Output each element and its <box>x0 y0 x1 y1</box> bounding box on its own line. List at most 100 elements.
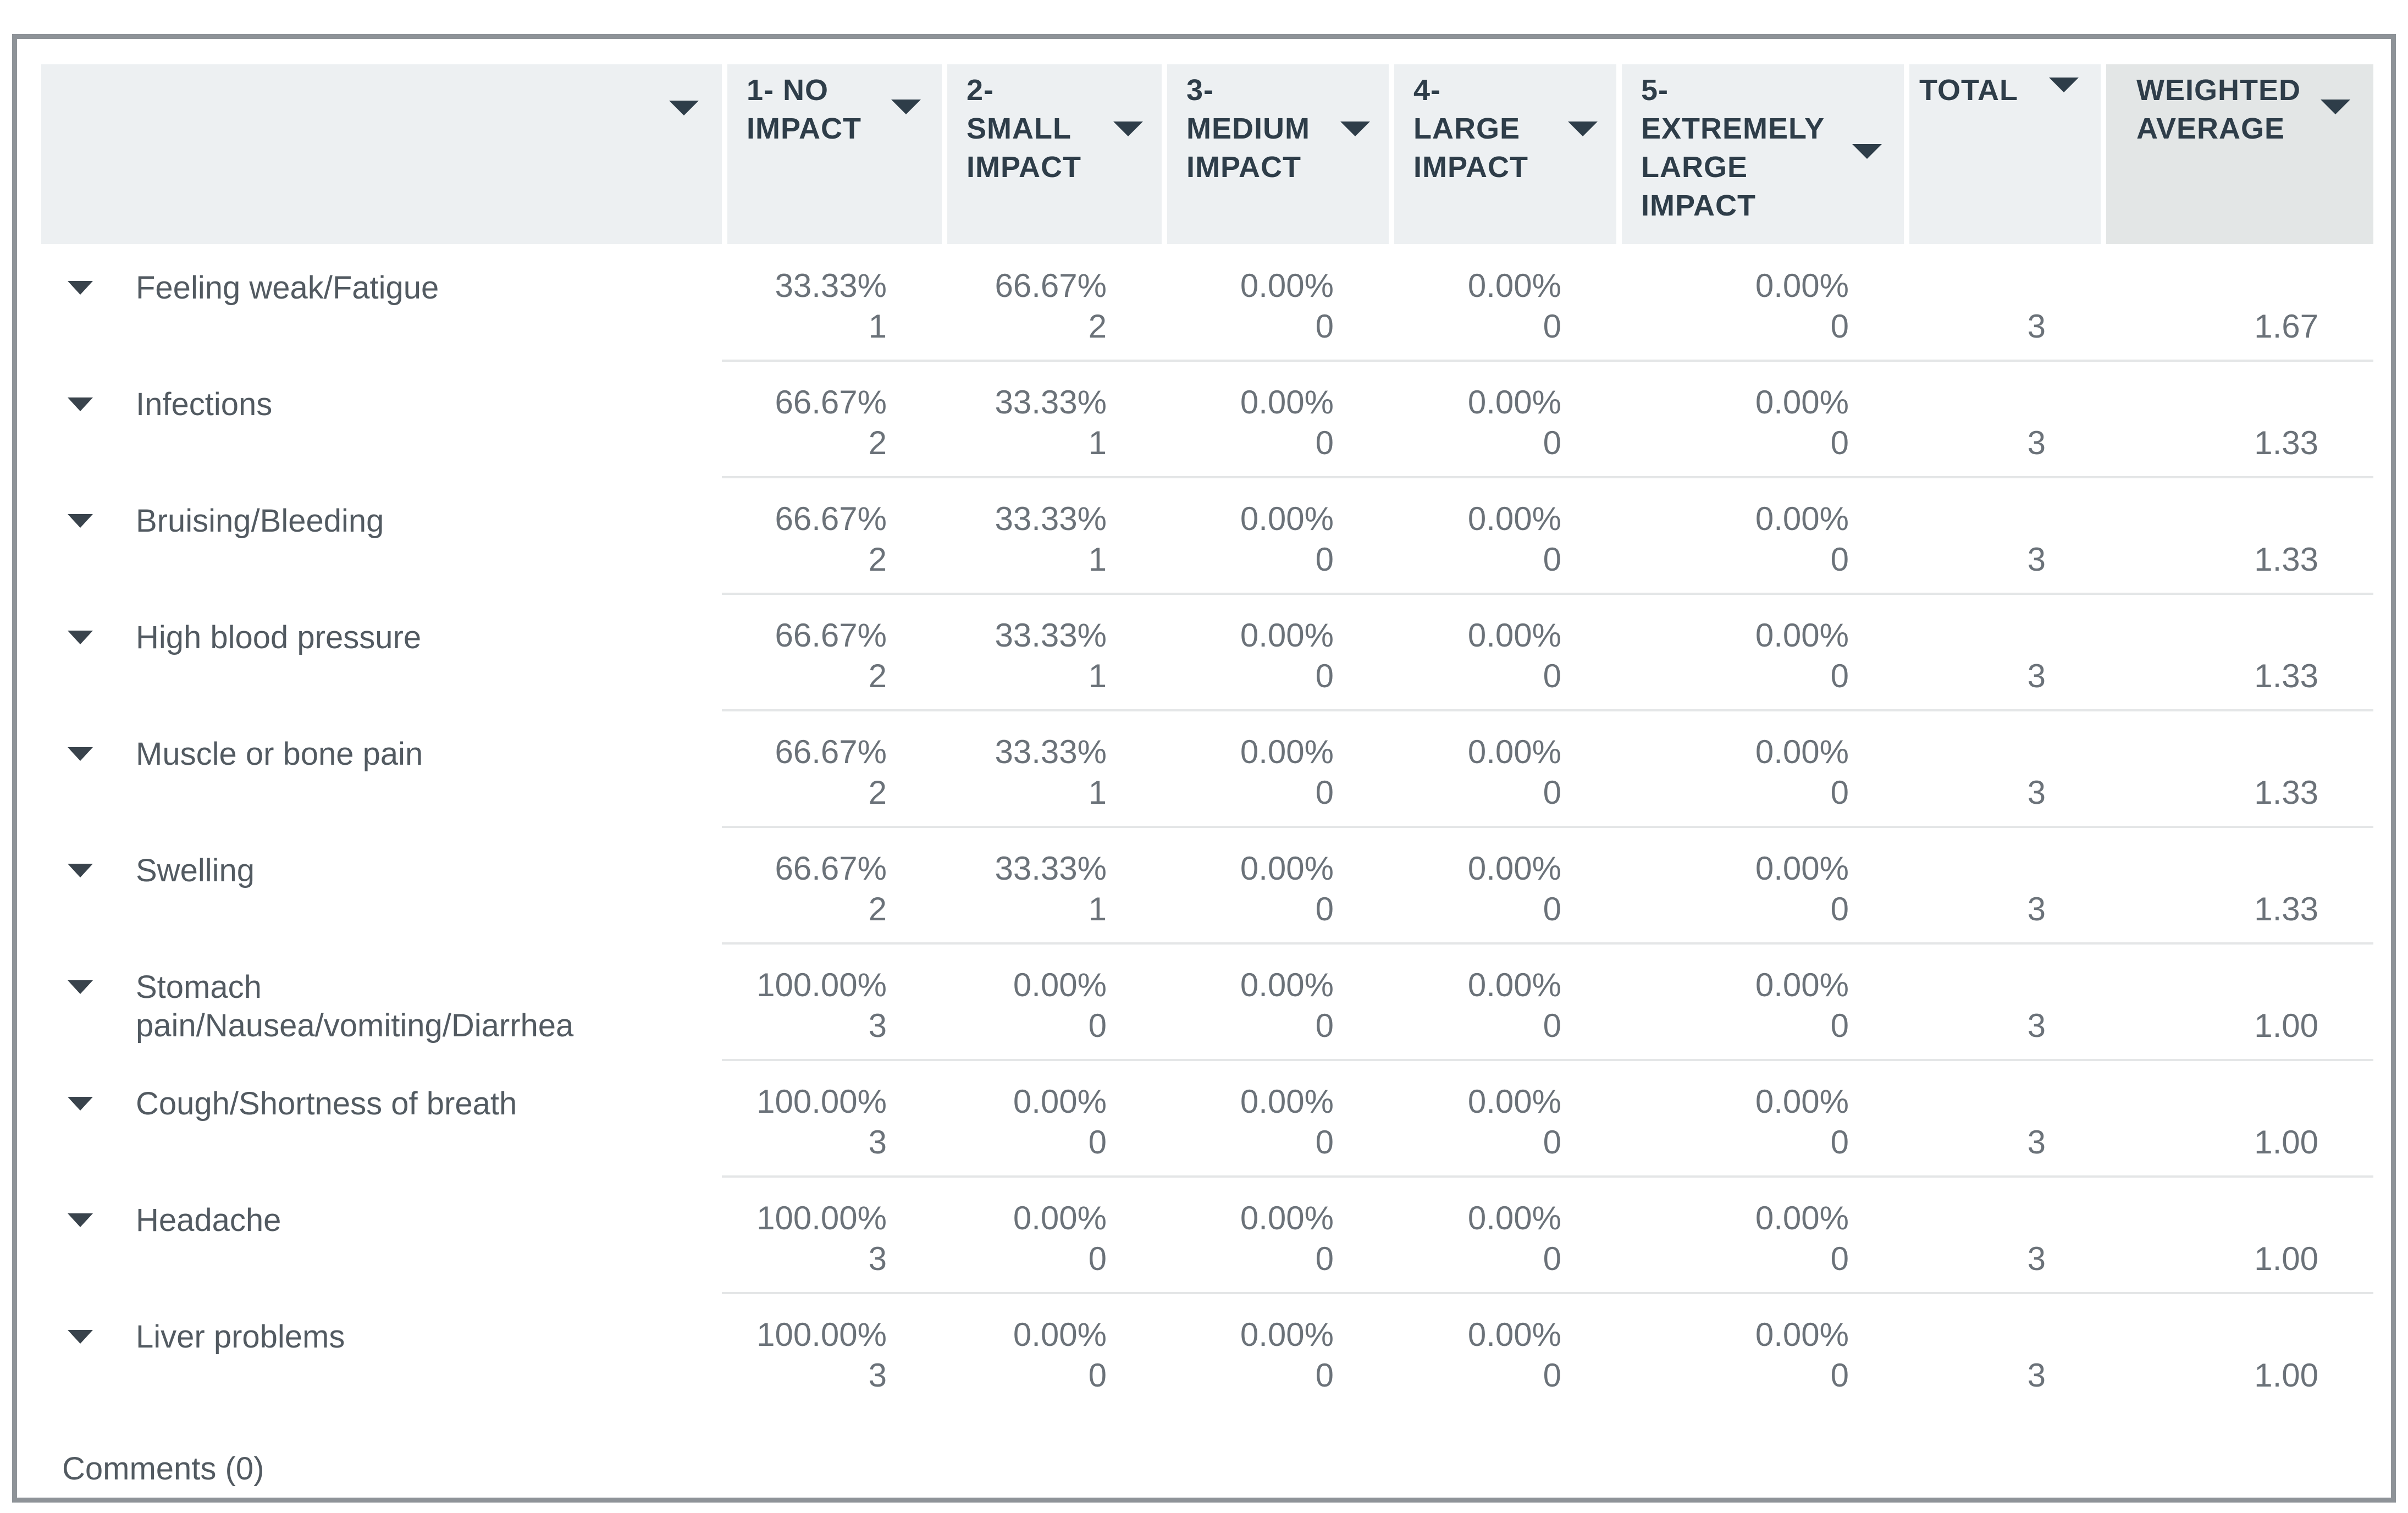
row-label: High blood pressure <box>136 620 422 655</box>
total-value: 3 <box>2027 308 2046 345</box>
count-value: 0 <box>1830 774 1849 811</box>
row-expander-icon[interactable] <box>68 747 93 761</box>
row-header-cell: Stomach pain/Nausea/vomiting/Diarrhea <box>41 968 722 1068</box>
column-header-label: 5- EXTREMELY LARGE IMPACT <box>1641 74 1825 222</box>
row-expander-icon[interactable] <box>68 631 93 644</box>
column-header-label: 3- MEDIUM IMPACT <box>1186 74 1310 184</box>
table-row: Muscle or bone pain 66.67% 2 33.33% 1 0.… <box>41 719 2373 835</box>
count-value: 2 <box>868 774 887 811</box>
percent-value: 33.33% <box>995 617 1107 654</box>
row-expander-icon[interactable] <box>68 980 93 994</box>
percent-value: 33.33% <box>995 384 1107 421</box>
row-expander-icon[interactable] <box>68 1330 93 1344</box>
count-value: 0 <box>1315 658 1334 694</box>
impact-cell-3-medium-impact: 0.00% 0 <box>1162 852 1389 952</box>
row-label: Liver problems <box>136 1319 345 1355</box>
row-label: Muscle or bone pain <box>136 736 423 772</box>
row-expander-icon[interactable] <box>68 397 93 411</box>
weighted-average-cell: 1.00 <box>2101 1318 2373 1418</box>
count-value: 0 <box>1315 1357 1334 1394</box>
row-label: Stomach pain/Nausea/vomiting/Diarrhea <box>136 969 574 1043</box>
row-header-cell: Swelling <box>41 852 722 952</box>
percent-value: 0.00% <box>1240 267 1334 304</box>
impact-cell-5-extremely-large-impact: 0.00% 0 <box>1616 1085 1904 1185</box>
impact-cell-2-small-impact: 33.33% 1 <box>942 735 1162 835</box>
count-value: 0 <box>1830 1124 1849 1161</box>
percent-value: 0.00% <box>1467 1316 1561 1353</box>
impact-cell-5-extremely-large-impact: 0.00% 0 <box>1616 502 1904 602</box>
sort-triangle-icon[interactable] <box>1852 144 1882 159</box>
percent-value: 33.33% <box>775 267 887 304</box>
percent-value: 0.00% <box>1467 384 1561 421</box>
total-value: 3 <box>2027 541 2046 578</box>
comments-toggle[interactable]: Comments (0) <box>62 1451 264 1487</box>
row-expander-icon[interactable] <box>68 1213 93 1227</box>
weighted-average-value: 1.00 <box>2254 1357 2318 1394</box>
column-header-5-extremely-large-impact: 5- EXTREMELY LARGE IMPACT <box>1616 64 1904 244</box>
row-expander-icon[interactable] <box>68 864 93 877</box>
percent-value: 0.00% <box>1013 1200 1107 1236</box>
impact-cell-5-extremely-large-impact: 0.00% 0 <box>1616 385 1904 485</box>
count-value: 1 <box>1088 774 1107 811</box>
percent-value: 0.00% <box>1467 500 1561 537</box>
impact-cell-1-no-impact: 100.00% 3 <box>722 1318 942 1418</box>
sort-triangle-icon[interactable] <box>2321 100 2350 114</box>
column-header-3-medium-impact: 3- MEDIUM IMPACT <box>1162 64 1389 244</box>
impact-cell-1-no-impact: 100.00% 3 <box>722 1085 942 1185</box>
percent-value: 0.00% <box>1755 1083 1849 1120</box>
percent-value: 0.00% <box>1240 1200 1334 1236</box>
row-expander-icon[interactable] <box>68 514 93 528</box>
count-value: 0 <box>1315 1007 1334 1044</box>
row-header-cell: High blood pressure <box>41 619 722 719</box>
sort-triangle-icon[interactable] <box>891 100 921 114</box>
percent-value: 0.00% <box>1013 967 1107 1003</box>
impact-cell-4-large-impact: 0.00% 0 <box>1389 1085 1616 1185</box>
percent-value: 100.00% <box>756 1083 887 1120</box>
count-value: 0 <box>1830 891 1849 927</box>
weighted-average-cell: 1.00 <box>2101 968 2373 1068</box>
impact-cell-1-no-impact: 66.67% 2 <box>722 852 942 952</box>
percent-value: 0.00% <box>1013 1083 1107 1120</box>
impact-cell-4-large-impact: 0.00% 0 <box>1389 619 1616 719</box>
count-value: 0 <box>1543 424 1561 461</box>
total-value: 3 <box>2027 1124 2046 1161</box>
sort-triangle-icon[interactable] <box>2049 78 2079 92</box>
count-value: 1 <box>1088 424 1107 461</box>
sort-triangle-icon[interactable] <box>669 101 699 115</box>
count-value: 1 <box>1088 658 1107 694</box>
weighted-average-value: 1.33 <box>2254 424 2318 461</box>
count-value: 2 <box>868 424 887 461</box>
count-value: 0 <box>1830 658 1849 694</box>
table-row: Feeling weak/Fatigue 33.33% 1 66.67% 2 0… <box>41 252 2373 369</box>
count-value: 0 <box>1543 658 1561 694</box>
percent-value: 0.00% <box>1240 850 1334 887</box>
weighted-average-cell: 1.33 <box>2101 502 2373 602</box>
impact-cell-3-medium-impact: 0.00% 0 <box>1162 385 1389 485</box>
total-value: 3 <box>2027 1007 2046 1044</box>
percent-value: 0.00% <box>1240 617 1334 654</box>
row-header-cell: Liver problems <box>41 1318 722 1418</box>
sort-triangle-icon[interactable] <box>1340 122 1370 136</box>
total-value: 3 <box>2027 1357 2046 1394</box>
total-cell: 3 <box>1904 502 2101 602</box>
weighted-average-cell: 1.00 <box>2101 1201 2373 1301</box>
weighted-average-cell: 1.00 <box>2101 1085 2373 1185</box>
total-cell: 3 <box>1904 852 2101 952</box>
sort-triangle-icon[interactable] <box>1113 122 1143 136</box>
impact-cell-5-extremely-large-impact: 0.00% 0 <box>1616 1201 1904 1301</box>
row-expander-icon[interactable] <box>68 1097 93 1111</box>
sort-triangle-icon[interactable] <box>1568 122 1598 136</box>
weighted-average-value: 1.00 <box>2254 1124 2318 1161</box>
row-label: Swelling <box>136 853 255 888</box>
impact-cell-3-medium-impact: 0.00% 0 <box>1162 619 1389 719</box>
count-value: 0 <box>1830 1240 1849 1277</box>
row-expander-icon[interactable] <box>68 281 93 295</box>
column-header-2-small-impact: 2- SMALL IMPACT <box>942 64 1162 244</box>
impact-cell-4-large-impact: 0.00% 0 <box>1389 502 1616 602</box>
count-value: 0 <box>1088 1007 1107 1044</box>
percent-value: 100.00% <box>756 1316 887 1353</box>
count-value: 2 <box>868 891 887 927</box>
impact-cell-1-no-impact: 100.00% 3 <box>722 1201 942 1301</box>
total-value: 3 <box>2027 891 2046 927</box>
percent-value: 0.00% <box>1755 967 1849 1003</box>
